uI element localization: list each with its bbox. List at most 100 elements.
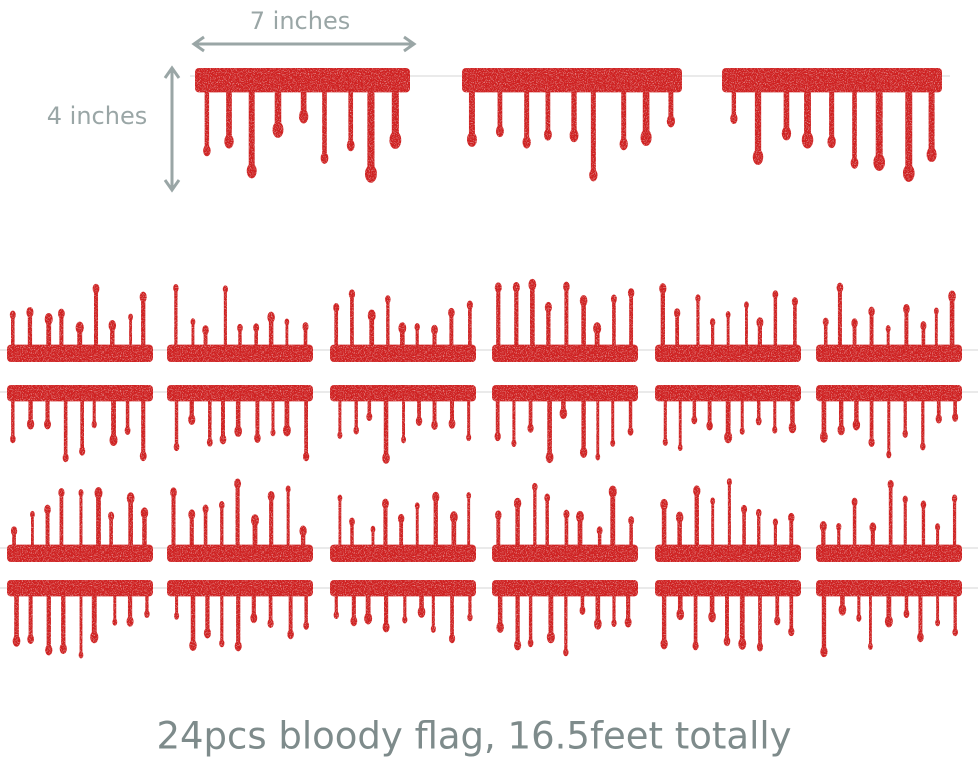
drip-drop bbox=[303, 451, 310, 462]
drip-stem bbox=[350, 292, 354, 347]
drip-drop bbox=[902, 495, 908, 504]
drip-stem bbox=[204, 90, 210, 154]
drip-flag bbox=[492, 482, 638, 562]
drip-stem bbox=[30, 513, 34, 547]
drip-stem bbox=[528, 594, 533, 645]
drip-drop bbox=[222, 285, 228, 294]
drip-stem bbox=[564, 594, 568, 654]
drip-stem bbox=[629, 519, 633, 547]
flag-bar bbox=[816, 580, 962, 597]
drip-stem bbox=[773, 399, 777, 431]
drip-stem bbox=[661, 501, 667, 547]
drip-stem bbox=[789, 515, 794, 547]
drip-drop bbox=[234, 478, 242, 489]
drip-drop bbox=[44, 419, 51, 430]
drip-drop bbox=[124, 426, 131, 435]
drip-stem bbox=[727, 480, 731, 547]
drip-drop bbox=[364, 612, 373, 625]
drip-drop bbox=[206, 437, 213, 447]
drip-drop bbox=[822, 317, 829, 327]
drip-drop bbox=[414, 323, 420, 332]
drip-stem bbox=[904, 306, 909, 347]
drip-stem bbox=[304, 399, 308, 459]
drip-stem bbox=[711, 320, 715, 347]
drip-stem bbox=[936, 594, 940, 624]
drip-drop bbox=[30, 510, 35, 519]
drip-stem bbox=[450, 594, 454, 641]
drip-drop bbox=[708, 610, 716, 623]
drip-stem bbox=[823, 320, 828, 347]
flag-bar bbox=[655, 544, 801, 562]
drip-drop bbox=[140, 507, 149, 519]
drip-flag bbox=[492, 580, 638, 657]
drip-drop bbox=[219, 434, 227, 445]
drip-stem bbox=[367, 90, 375, 179]
drip-drop bbox=[287, 629, 294, 640]
drip-stem bbox=[79, 594, 83, 656]
drip-stem bbox=[903, 399, 907, 436]
drip-stem bbox=[783, 90, 790, 137]
drip-drop bbox=[791, 297, 798, 307]
drip-stem bbox=[128, 495, 133, 547]
drip-drop bbox=[139, 291, 147, 303]
drip-drop bbox=[756, 642, 764, 652]
drip-drop bbox=[237, 323, 243, 333]
drip-drop bbox=[532, 482, 538, 492]
drip-drop bbox=[738, 637, 747, 650]
drip-stem bbox=[829, 90, 835, 145]
flag-bar bbox=[492, 544, 638, 562]
drip-stem bbox=[742, 507, 746, 547]
drip-drop bbox=[788, 626, 795, 637]
drip-flag bbox=[330, 289, 476, 362]
flag-bar bbox=[167, 544, 313, 562]
drip-drop bbox=[948, 290, 956, 303]
drip-stem bbox=[837, 525, 841, 547]
drip-stem bbox=[11, 399, 15, 441]
drip-stem bbox=[46, 594, 51, 653]
drip-stem bbox=[174, 286, 178, 347]
drip-stem bbox=[59, 311, 64, 347]
flag-bar bbox=[330, 344, 476, 362]
drip-stem bbox=[857, 594, 861, 619]
drip-stem bbox=[369, 312, 375, 347]
drip-stem bbox=[707, 399, 712, 428]
drip-stem bbox=[773, 521, 777, 547]
drip-drop bbox=[303, 621, 310, 630]
drip-stem bbox=[696, 297, 700, 347]
drip-drop bbox=[44, 504, 51, 515]
drip-drop bbox=[267, 311, 275, 323]
drip-drop bbox=[58, 487, 65, 498]
drip-drop bbox=[873, 153, 885, 171]
drip-drop bbox=[348, 289, 356, 299]
drip-drop bbox=[527, 638, 534, 648]
drip-drop bbox=[466, 492, 472, 500]
drip-stem bbox=[642, 90, 650, 143]
drip-stem bbox=[399, 516, 404, 547]
drip-drop bbox=[417, 606, 426, 618]
drip-drop bbox=[26, 418, 35, 430]
drip-drop bbox=[788, 512, 795, 523]
drip-stem bbox=[725, 594, 729, 644]
drip-drop bbox=[382, 621, 390, 633]
drip-drop bbox=[756, 317, 764, 328]
drip-flag bbox=[7, 283, 153, 362]
drip-stem bbox=[11, 313, 15, 347]
drip-stem bbox=[628, 399, 633, 433]
drip-drop bbox=[563, 648, 569, 657]
drip-stem bbox=[953, 594, 957, 634]
drip-stem bbox=[269, 494, 274, 547]
drip-flag bbox=[492, 278, 638, 362]
drip-drop bbox=[744, 301, 749, 309]
drip-drop bbox=[414, 502, 420, 510]
drip-stem bbox=[174, 399, 179, 449]
drip-stem bbox=[45, 507, 50, 547]
drip-flag bbox=[7, 580, 153, 659]
drip-drop bbox=[935, 523, 941, 531]
drip-drop bbox=[659, 283, 667, 294]
flag-bar bbox=[816, 385, 962, 402]
drip-drop bbox=[333, 611, 339, 619]
drip-drop bbox=[250, 514, 259, 527]
drip-drop bbox=[579, 295, 588, 307]
flag-bar bbox=[492, 344, 638, 362]
drip-drop bbox=[569, 128, 579, 143]
